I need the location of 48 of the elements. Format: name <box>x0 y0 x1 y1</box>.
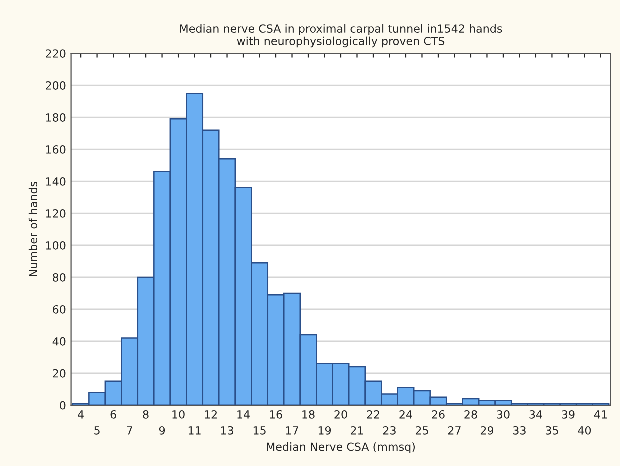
x-tick-label: 29 <box>480 426 494 435</box>
x-tick-label: 33 <box>513 426 526 435</box>
x-tick-label: 13 <box>221 426 234 435</box>
x-tick-label: 25 <box>416 426 428 435</box>
x-tick-label: 24 <box>400 410 412 419</box>
x-tick-label: 18 <box>302 410 315 419</box>
x-tick-label: 27 <box>448 426 461 435</box>
y-tick-label: 100 <box>46 241 66 250</box>
x-tick-label: 28 <box>464 410 478 419</box>
x-axis-title: Median Nerve CSA (mmsq) <box>267 442 415 454</box>
y-tick-label: 60 <box>53 305 66 314</box>
y-tick-label: 140 <box>46 178 66 186</box>
x-tick-label: 30 <box>497 410 510 419</box>
x-tick-label: 40 <box>578 426 592 435</box>
x-tick-label: 4 <box>78 410 84 419</box>
x-tick-label: 39 <box>562 410 575 419</box>
x-tick-label: 20 <box>334 410 348 419</box>
x-tick-label: 17 <box>286 426 298 435</box>
chart-title: Median nerve CSA in proximal carpal tunnel in1542 hands with neurophysiologically proven CTS <box>180 24 502 48</box>
y-tick-label: 200 <box>46 82 66 90</box>
x-tick-label: 41 <box>594 410 607 419</box>
y-tick-label: 160 <box>46 146 66 154</box>
y-tick-label: 80 <box>53 273 66 282</box>
x-tick-label: 11 <box>188 426 201 435</box>
x-tick-label: 12 <box>205 410 217 419</box>
y-axis-title: Number of hands <box>28 182 38 276</box>
x-tick-label: 23 <box>383 426 396 435</box>
x-tick-label: 14 <box>238 410 250 419</box>
x-tick-label: 10 <box>172 410 185 419</box>
x-tick-label: 22 <box>367 410 380 419</box>
x-tick-label: 6 <box>110 410 116 419</box>
x-tick-label: 8 <box>143 410 149 419</box>
x-tick-label: 26 <box>432 410 445 419</box>
y-tick-label: 180 <box>46 114 66 122</box>
x-tick-label: 9 <box>159 426 166 435</box>
y-tick-label: 20 <box>53 369 66 378</box>
y-tick-label: 220 <box>46 50 66 58</box>
x-tick-label: 34 <box>530 410 542 419</box>
x-tick-label: 5 <box>94 426 100 435</box>
x-tick-label: 15 <box>254 426 266 435</box>
x-tick-label: 16 <box>270 410 282 419</box>
x-tick-label: 7 <box>127 426 132 435</box>
x-tick-label: 35 <box>546 426 558 435</box>
y-tick-label: 40 <box>52 337 66 346</box>
y-tick-label: 0 <box>60 401 66 410</box>
x-tick-label: 21 <box>350 426 364 435</box>
x-tick-label: 19 <box>318 426 332 435</box>
y-tick-label: 120 <box>46 209 66 218</box>
